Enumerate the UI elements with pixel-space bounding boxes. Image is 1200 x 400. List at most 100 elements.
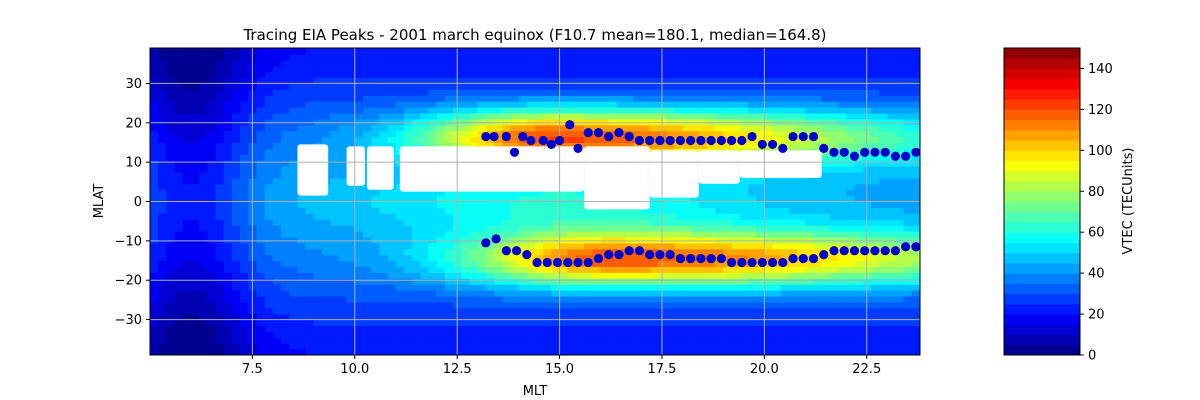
heatmap-cell [518,83,528,90]
heatmap-cell [322,231,331,238]
heatmap-cell [592,236,602,244]
heatmap-cell [166,254,176,262]
heatmap-cell [674,290,684,297]
heatmap-cell [633,77,643,85]
heatmap-cell [551,124,561,132]
heatmap-cell [231,207,241,214]
heatmap-cell [649,95,659,102]
heatmap-cell [387,95,397,102]
heatmap-cell [829,130,839,138]
heatmap-cell [821,231,831,238]
heatmap-cell [559,71,569,79]
heatmap-cell [797,195,806,203]
heatmap-cell [690,207,700,214]
heatmap-cell [330,142,339,149]
heatmap-cell [182,130,192,138]
heatmap-cell [838,124,847,132]
heatmap-cell [412,201,421,208]
heatmap-cell [707,130,716,138]
heatmap-cell [305,331,315,338]
heatmap-cell [551,343,561,350]
heatmap-cell [477,213,487,220]
heatmap-cell [698,313,708,321]
heatmap-cell [485,207,495,214]
heatmap-cell [780,65,790,73]
heatmap-cell [199,53,208,61]
heatmap-cell [272,189,282,197]
heatmap-cell [485,248,495,256]
heatmap-cell [903,295,913,303]
heatmap-cell [756,313,765,321]
heatmap-cell [289,207,299,214]
heatmap-cell [322,331,331,338]
heatmap-cell [584,219,593,226]
heatmap-cell [870,313,880,321]
heatmap-cell [559,95,569,102]
heatmap-cell [813,225,823,232]
heatmap-cell [305,89,315,96]
north-crest-peak-marker [808,131,819,142]
heatmap-cell [223,89,233,96]
heatmap-cell [477,71,487,79]
heatmap-cell [494,124,503,132]
south-crest-peak-marker [481,238,491,248]
heatmap-cell [231,112,241,120]
heatmap-cell [707,118,716,126]
heatmap-cell [797,201,806,208]
heatmap-cell [584,295,593,303]
north-crest-peak-marker [509,147,520,157]
heatmap-cell [911,248,920,256]
heatmap-cell [911,154,920,161]
heatmap-cell [469,112,479,120]
heatmap-cell [616,284,626,291]
heatmap-cell [223,112,233,120]
heatmap-cell [231,183,241,191]
heatmap-cell [502,325,512,332]
heatmap-cell [338,160,348,167]
heatmap-cell [272,71,282,79]
heatmap-cell [231,254,241,262]
heatmap-cell [264,177,274,185]
heatmap-cell [526,219,536,226]
heatmap-cell [707,201,716,208]
heatmap-cell [338,83,348,90]
heatmap-cell [297,89,307,96]
heatmap-cell [264,278,274,285]
heatmap-cell [190,319,200,327]
heatmap-cell [281,89,290,96]
heatmap-cell [371,142,380,149]
heatmap-cell [354,307,364,315]
heatmap-cell [240,124,249,132]
heatmap-cell [641,284,651,291]
heatmap-cell [559,112,569,120]
heatmap-cell [240,142,249,149]
heatmap-cell [166,213,176,220]
heatmap-cell [420,325,430,332]
heatmap-cell [322,53,331,61]
heatmap-cell [666,142,675,149]
heatmap-cell [354,325,364,332]
heatmap-cell [838,71,847,79]
heatmap-cell [199,284,208,291]
heatmap-cell [436,231,446,238]
heatmap-cell [444,83,454,90]
heatmap-cell [854,301,864,309]
heatmap-cell [158,59,167,67]
heatmap-cell [338,337,348,344]
heatmap-cell [666,225,675,232]
heatmap-cell [526,248,536,256]
heatmap-cell [510,313,520,321]
heatmap-cell [649,59,659,67]
heatmap-cell [846,343,856,350]
heatmap-cell [289,83,299,90]
heatmap-cell [911,225,920,232]
heatmap-cell [428,307,438,315]
heatmap-cell [420,213,430,220]
heatmap-cell [731,225,741,232]
heatmap-cell [682,307,692,315]
heatmap-cell [199,301,208,309]
heatmap-cell [813,231,823,238]
heatmap-cell [666,101,675,108]
heatmap-cell [305,112,315,120]
heatmap-cell [911,231,920,238]
